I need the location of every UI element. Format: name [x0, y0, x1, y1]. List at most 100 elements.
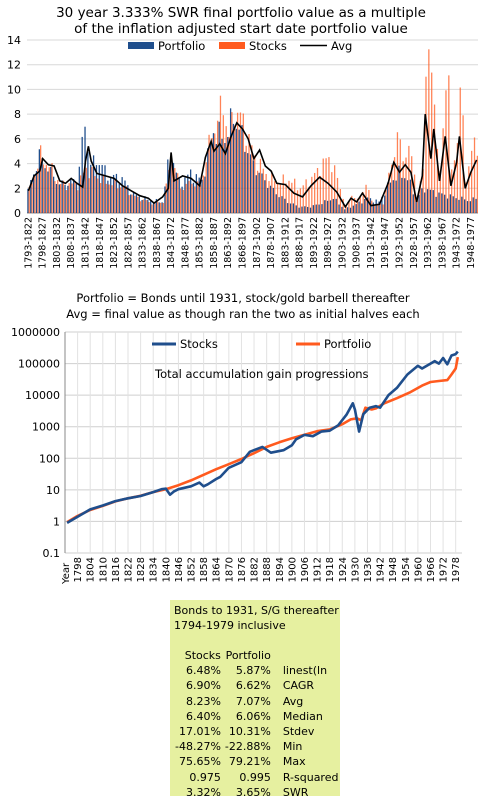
- stats-row-label: R-squared: [282, 770, 339, 784]
- portfolio-bar: [161, 202, 163, 213]
- portfolio-bar: [110, 177, 112, 213]
- stocks-bar: [85, 167, 87, 213]
- stats-value-portfolio: 5.87%: [235, 664, 271, 678]
- portfolio-bar: [295, 205, 297, 213]
- portfolio-bar: [112, 174, 115, 213]
- chart1-y-tick-label: 14: [7, 34, 21, 47]
- chart1-x-tick-label: 1818-1847: [95, 217, 106, 269]
- portfolio-bar: [461, 196, 463, 213]
- chart1-x-tick-label: 1883-1912: [280, 217, 291, 269]
- portfolio-bar: [47, 171, 49, 213]
- chart2-x-tick-label: 1882: [250, 557, 261, 582]
- portfolio-bar: [404, 178, 406, 213]
- accumulation-log-line-chart: 0.1 1 10 100 1000 10000 100000 1000000 1798 1804…: [11, 326, 462, 585]
- chart1-x-tick-label: 1908-1937: [352, 217, 363, 269]
- chart1-x-tick-label: 1863-1892: [223, 217, 234, 269]
- portfolio-bar: [307, 206, 309, 213]
- stats-value-stocks: 6.40%: [185, 709, 221, 723]
- portfolio-bar: [130, 194, 132, 213]
- portfolio-bar: [421, 188, 423, 213]
- legend2-label-stocks: Stocks: [180, 337, 218, 351]
- chart1-legend: Portfolio Stocks Avg: [128, 39, 352, 53]
- stocks-bar: [114, 179, 116, 213]
- stats-value-portfolio: 6.06%: [235, 709, 271, 723]
- portfolio-bar: [355, 204, 357, 213]
- chart1-x-tick-label: 1803-1832: [52, 217, 63, 269]
- stocks-bar: [191, 183, 193, 213]
- stocks-bar: [225, 126, 227, 213]
- portfolio-bar: [409, 179, 412, 213]
- stocks-bar: [436, 148, 439, 213]
- portfolio-bar: [238, 129, 240, 213]
- stocks-bar: [131, 194, 133, 213]
- portfolio-bar: [429, 189, 432, 213]
- portfolio-bar: [52, 176, 55, 213]
- stats-value-stocks: 3.32%: [185, 785, 221, 799]
- stocks-bar: [314, 172, 316, 213]
- portfolio-bar: [232, 123, 235, 213]
- portfolio-bar: [438, 192, 440, 213]
- stocks-bar: [385, 189, 387, 213]
- stocks-bar: [308, 186, 310, 213]
- stocks-bar: [451, 169, 453, 213]
- legend-label-stocks: Stocks: [249, 39, 287, 53]
- chart1-y-tick-label: 10: [7, 83, 21, 96]
- stocks-bar: [408, 145, 410, 213]
- chart2-caption-line1: Portfolio = Bonds until 1931, stock/gold…: [76, 291, 410, 305]
- portfolio-bar: [324, 200, 326, 213]
- stocks-bar: [388, 172, 390, 213]
- stats-value-stocks: 6.90%: [185, 679, 221, 693]
- stocks-bar: [274, 181, 276, 213]
- legend-label-portfolio: Portfolio: [158, 39, 205, 53]
- portfolio-bar: [72, 179, 75, 213]
- portfolio-bar: [50, 166, 52, 213]
- portfolio-bar: [284, 198, 286, 213]
- portfolio-bar: [178, 178, 180, 213]
- chart2-x-tick-label: 1948: [388, 557, 399, 582]
- portfolio-bar: [455, 198, 457, 213]
- stocks-bar: [254, 155, 256, 213]
- portfolio-bar: [352, 205, 354, 213]
- chart2-x-tick-label: 1954: [401, 557, 412, 582]
- portfolio-bar: [135, 194, 138, 213]
- portfolio-bar: [255, 175, 257, 213]
- stocks-bar: [296, 190, 299, 213]
- portfolio-bar: [127, 185, 129, 213]
- chart2-x-tick-label: 1918: [325, 557, 336, 582]
- stocks-bar: [468, 166, 470, 213]
- legend-swatch-portfolio: [128, 42, 154, 49]
- swr-multiple-bar-chart: 30 year 3.333% SWR final portfolio value…: [7, 5, 479, 269]
- stocks-bar: [319, 175, 322, 213]
- stocks-bar: [77, 190, 79, 213]
- chart2-x-tick-label: 1870: [224, 557, 235, 582]
- stats-value-portfolio: 6.62%: [235, 679, 271, 693]
- stocks-bar: [134, 195, 136, 213]
- stocks-bar: [40, 145, 42, 213]
- portfolio-bar: [95, 165, 98, 213]
- portfolio-bar: [364, 198, 366, 213]
- portfolio-bar: [272, 187, 275, 213]
- portfolio-bar: [172, 162, 175, 213]
- stats-col-header-stocks: Stocks: [184, 649, 221, 663]
- portfolio-bar: [244, 151, 246, 213]
- portfolio-bar: [267, 187, 269, 213]
- stocks-bar: [276, 183, 279, 213]
- portfolio-bar: [358, 201, 360, 213]
- portfolio-bar: [435, 196, 437, 213]
- chart1-x-tick-label: 1923-1952: [395, 217, 406, 269]
- portfolio-bar: [392, 180, 394, 213]
- portfolio-bar: [44, 168, 46, 213]
- chart2-x-tick-label: 1978: [451, 557, 462, 582]
- portfolio-bar: [187, 174, 189, 213]
- portfolio-bar: [170, 159, 172, 213]
- stocks-bar: [259, 158, 262, 213]
- portfolio-bar: [67, 185, 69, 213]
- stocks-bar: [299, 188, 302, 213]
- stocks-bar: [376, 204, 379, 213]
- portfolio-bar: [155, 198, 158, 213]
- stocks-bar: [177, 173, 179, 213]
- portfolio-bar: [269, 185, 272, 213]
- stocks-bar: [199, 184, 202, 213]
- stocks-bar: [288, 180, 290, 213]
- chart1-x-tick-label: 1798-1827: [38, 217, 49, 269]
